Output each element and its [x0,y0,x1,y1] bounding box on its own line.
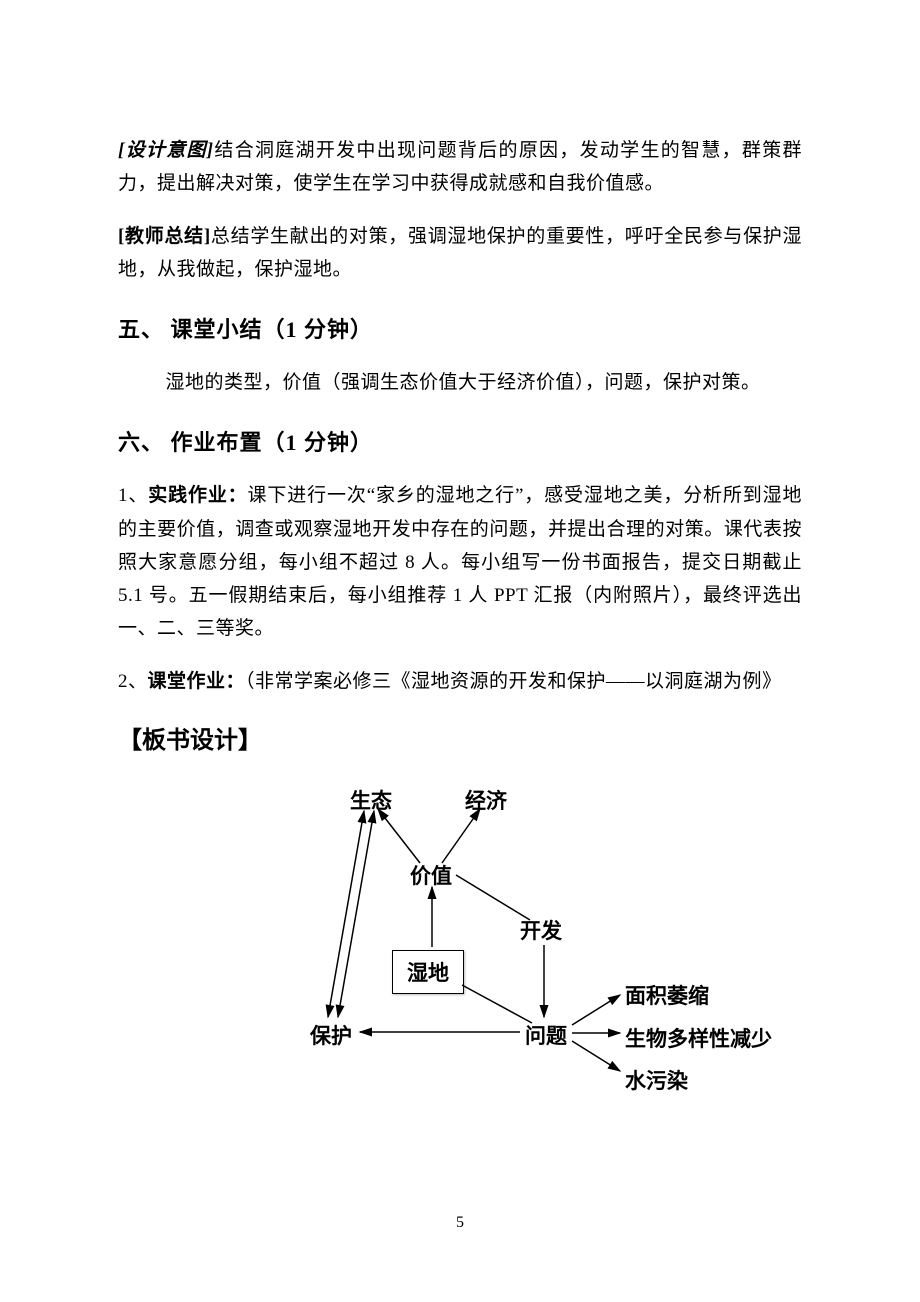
board-design-title: 【板书设计】 [118,720,802,755]
design-intent-label: [设计意图] [118,140,214,161]
homework-practice-paragraph: 1、实践作业：课下进行一次“家乡的湿地之行”，感受湿地之美，分析所到湿地的主要价… [118,479,802,645]
homework-class-paragraph: 2、课堂作业：（非常学案必修三《湿地资源的开发和保护——以洞庭湖为例》 [118,665,802,698]
diagram-edge [456,875,530,920]
diagram-edge [572,1041,620,1071]
board-design-diagram: 生态 经济价值开发湿地保护 问题 面积萎缩生物多样性减少水污染 [120,775,800,1115]
heading-six: 六、 作业布置（1 分钟） [118,425,802,457]
diagram-node-r3: 水污染 [625,1065,688,1095]
diagram-node-r1: 面积萎缩 [625,980,709,1010]
homework-practice-text: 课下进行一次“家乡的湿地之行”，感受湿地之美，分析所到湿地的主要价值，调查或观察… [118,485,802,639]
diagram-edge [338,811,374,1017]
diagram-node-develop: 开发 [520,915,562,945]
diagram-edge [572,995,620,1025]
teacher-summary-paragraph: [教师总结]总结学生献出的对策，强调湿地保护的重要性，呼吁全民参与保护湿地，从我… [118,220,802,287]
homework-practice-label: 1、实践作业： [118,485,248,506]
diagram-edge [378,809,420,863]
homework-class-text: （非常学案必修三《湿地资源的开发和保护——以洞庭湖为例》 [245,671,782,692]
heading-five: 五、 课堂小结（1 分钟） [118,312,802,344]
diagram-edge [328,811,364,1017]
diagram-node-r2: 生物多样性减少 [625,1023,772,1053]
summary-content: 湿地的类型，价值（强调生态价值大于经济价值），问题，保护对策。 [118,366,802,399]
diagram-node-wetland: 湿地 [392,950,464,994]
teacher-summary-label: [教师总结] [118,226,211,247]
design-intent-paragraph: [设计意图]结合洞庭湖开发中出现问题背后的原因，发动学生的智慧，群策群力，提出解… [118,134,802,201]
diagram-node-value: 价值 [410,860,452,890]
page-number: 5 [0,1214,920,1232]
diagram-node-protect: 保护 [310,1020,352,1050]
homework-class-label: 2、课堂作业： [118,671,245,692]
diagram-node-econ: 经济 [465,785,507,815]
document-page: [设计意图]结合洞庭湖开发中出现问题背后的原因，发动学生的智慧，群策群力，提出解… [0,0,920,1302]
design-intent-text: 结合洞庭湖开发中出现问题背后的原因，发动学生的智慧，群策群力，提出解决对策，使学… [118,140,802,194]
diagram-edge [442,809,480,863]
teacher-summary-text: 总结学生献出的对策，强调湿地保护的重要性，呼吁全民参与保护湿地，从我做起，保护湿… [118,226,802,280]
diagram-node-eco: 生态 [350,785,392,815]
diagram-node-problem: 问题 [525,1020,567,1050]
diagram-arrows-svg [120,775,800,1115]
diagram-edge [462,985,532,1023]
